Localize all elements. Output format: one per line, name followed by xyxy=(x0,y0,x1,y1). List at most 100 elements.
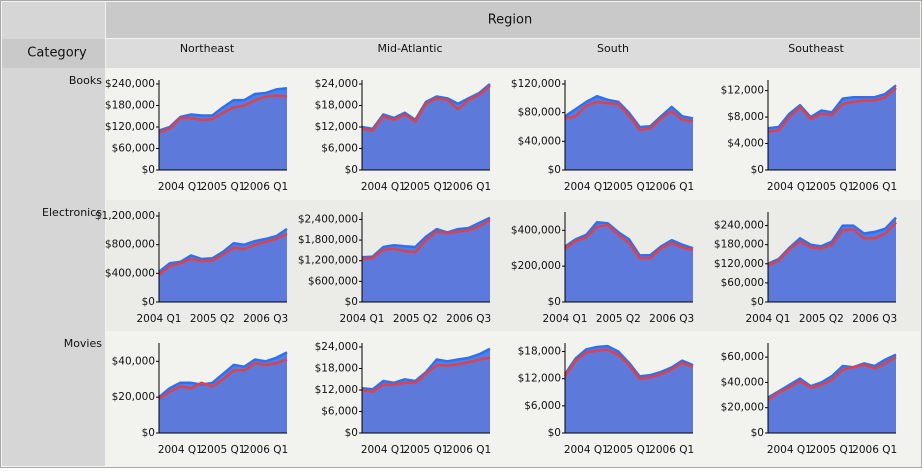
x-tick-label: 2005 Q1 xyxy=(809,181,854,193)
y-tick-label: $240,000 xyxy=(105,78,155,90)
y-tick-label: $240,000 xyxy=(714,220,764,232)
y-tick-label: $600,000 xyxy=(308,275,358,287)
area xyxy=(362,357,490,433)
y-tick-label: $0 xyxy=(345,427,358,439)
x-tick-label: 2006 Q1 xyxy=(446,444,491,456)
x-tick-label: 2005 Q1 xyxy=(403,181,448,193)
y-tick-label: $800,000 xyxy=(105,239,155,251)
y-tick-label: $6,000 xyxy=(321,143,358,155)
area xyxy=(768,354,896,433)
line xyxy=(563,344,694,378)
line xyxy=(361,219,491,261)
x-tick-label: 2006 Q3 xyxy=(852,313,897,325)
x-tick-label: 2005 Q2 xyxy=(393,313,438,325)
line xyxy=(361,216,491,259)
x-tick-label: 2004 Q1 xyxy=(564,181,609,193)
category-column xyxy=(2,2,105,466)
line xyxy=(361,83,491,131)
area xyxy=(159,95,287,170)
y-tick-label: $0 xyxy=(142,296,155,308)
y-tick-label: $1,200,000 xyxy=(95,210,155,222)
line xyxy=(767,353,897,399)
x-tick-label: 2004 Q1 xyxy=(767,181,812,193)
region-header xyxy=(106,2,920,38)
category-header-cell xyxy=(2,39,105,68)
line xyxy=(361,356,491,394)
y-tick-label: $0 xyxy=(548,427,561,439)
y-tick-label: $6,000 xyxy=(524,400,561,412)
area xyxy=(159,359,287,433)
x-tick-label: 2004 Q1 xyxy=(136,313,181,325)
area xyxy=(362,85,490,170)
y-tick-label: $0 xyxy=(548,164,561,176)
y-tick-label: $0 xyxy=(142,427,155,439)
y-tick-label: $0 xyxy=(751,427,764,439)
y-tick-label: $40,000 xyxy=(721,376,764,388)
y-tick-label: $18,000 xyxy=(518,346,561,358)
x-tick-label: 2006 Q1 xyxy=(243,444,288,456)
row-label: Electronics xyxy=(42,206,102,219)
y-tick-label: $60,000 xyxy=(721,277,764,289)
area xyxy=(565,346,693,433)
y-tick-label: $400,000 xyxy=(105,267,155,279)
line xyxy=(158,232,288,276)
area xyxy=(362,84,490,170)
y-tick-label: $400,000 xyxy=(511,224,561,236)
x-tick-label: 2006 Q1 xyxy=(243,181,288,193)
y-tick-label: $180,000 xyxy=(105,100,155,112)
y-tick-label: $6,000 xyxy=(321,406,358,418)
line xyxy=(361,84,491,132)
x-tick-label: 2005 Q1 xyxy=(200,181,245,193)
y-tick-label: $200,000 xyxy=(511,260,561,272)
x-tick-label: 2006 Q3 xyxy=(649,313,694,325)
row-label: Movies xyxy=(64,337,103,350)
region-names-row xyxy=(106,39,920,68)
y-tick-label: $12,000 xyxy=(721,85,764,97)
y-tick-label: $24,000 xyxy=(315,78,358,90)
line xyxy=(158,351,288,399)
y-tick-label: $120,000 xyxy=(511,78,561,90)
x-tick-label: 2006 Q1 xyxy=(649,444,694,456)
line xyxy=(767,84,897,130)
line xyxy=(158,94,288,134)
x-tick-label: 2004 Q1 xyxy=(361,444,406,456)
y-tick-label: $12,000 xyxy=(315,384,358,396)
region-name: South xyxy=(597,42,629,55)
x-tick-label: 2005 Q1 xyxy=(606,181,651,193)
line xyxy=(563,348,694,380)
y-tick-label: $1,200,000 xyxy=(298,255,358,267)
line xyxy=(767,356,897,402)
y-tick-label: $12,000 xyxy=(315,121,358,133)
x-tick-label: 2005 Q2 xyxy=(799,313,844,325)
line xyxy=(564,221,694,257)
region-name: Northeast xyxy=(180,42,235,55)
y-tick-label: $60,000 xyxy=(721,351,764,363)
y-tick-label: $2,400,000 xyxy=(298,213,358,225)
y-tick-label: $24,000 xyxy=(315,341,358,353)
area xyxy=(362,217,490,302)
area xyxy=(565,349,693,433)
x-tick-label: 2004 Q1 xyxy=(564,444,609,456)
area xyxy=(362,220,490,302)
x-tick-label: 2005 Q1 xyxy=(200,444,245,456)
x-tick-label: 2004 Q1 xyxy=(361,181,406,193)
y-tick-label: $120,000 xyxy=(105,121,155,133)
line xyxy=(564,223,694,260)
area xyxy=(159,233,287,302)
x-tick-label: 2006 Q1 xyxy=(852,181,897,193)
area xyxy=(565,222,693,302)
y-tick-label: $20,000 xyxy=(721,402,764,414)
area xyxy=(362,348,490,433)
x-tick-label: 2006 Q3 xyxy=(446,313,491,325)
x-tick-label: 2004 Q1 xyxy=(542,313,587,325)
x-tick-label: 2005 Q1 xyxy=(809,444,854,456)
y-tick-label: $20,000 xyxy=(112,391,155,403)
region-title: Region xyxy=(488,13,533,28)
x-tick-label: 2006 Q1 xyxy=(446,181,491,193)
y-tick-label: $0 xyxy=(751,296,764,308)
x-tick-label: 2004 Q1 xyxy=(158,444,203,456)
y-tick-label: $40,000 xyxy=(112,355,155,367)
category-header: Category xyxy=(27,46,87,61)
x-tick-label: 2005 Q1 xyxy=(606,444,651,456)
area xyxy=(159,228,287,302)
